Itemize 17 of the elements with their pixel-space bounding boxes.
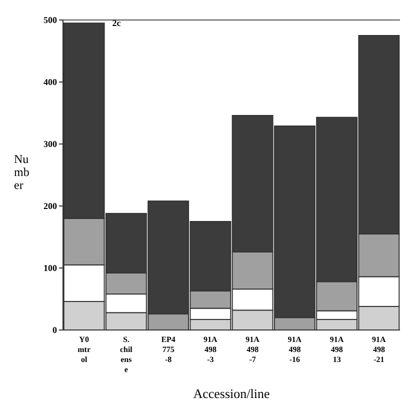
x-tick-label: 91A 498 -7 <box>246 335 260 364</box>
y-tick-label: 300 <box>44 139 58 150</box>
x-tick-label: 91A 498 -21 <box>372 335 386 364</box>
x-tick-label: 91A 498 -3 <box>204 335 218 364</box>
y-tick-label: 0 <box>52 325 58 336</box>
x-axis-title: Accession/line <box>193 386 270 401</box>
y-tick-label: 200 <box>44 201 58 212</box>
y-tick-label: 500 <box>44 15 58 26</box>
y-tick-label: 100 <box>44 263 58 274</box>
annotation: 2c <box>112 18 121 28</box>
x-tick-label: 91A 498 13 <box>330 335 344 364</box>
x-tick-label: Y0 mtr ol <box>78 335 91 364</box>
x-tick-label: EP4 775 -8 <box>161 335 176 364</box>
x-tick-label: S. chil ens e <box>120 335 134 374</box>
y-tick-label: 400 <box>44 77 58 88</box>
x-tick-label: 91A 498 -16 <box>288 335 302 364</box>
y-axis-title: Number <box>14 152 30 192</box>
